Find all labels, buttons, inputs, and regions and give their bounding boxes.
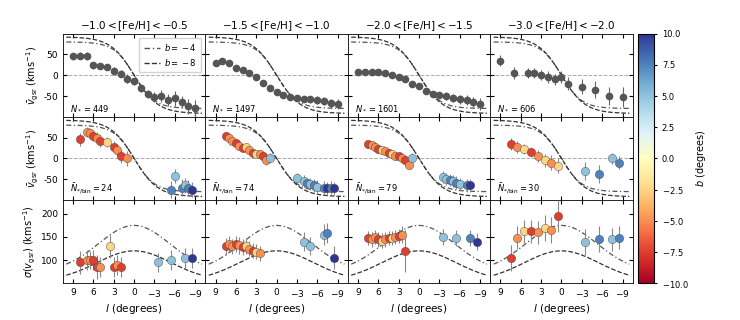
X-axis label: $l$ (degrees): $l$ (degrees)	[106, 302, 163, 316]
Text: $N_* = 1497$: $N_* = 1497$	[212, 103, 257, 113]
Text: $N_* = 1601$: $N_* = 1601$	[355, 103, 400, 113]
Title: $-1.0 < [\mathrm{Fe/H}] < -0.5$: $-1.0 < [\mathrm{Fe/H}] < -0.5$	[80, 20, 189, 33]
X-axis label: $l$ (degrees): $l$ (degrees)	[533, 302, 590, 316]
Text: $\bar{N}_{*/\mathrm{bin}} = 30$: $\bar{N}_{*/\mathrm{bin}} = 30$	[497, 181, 540, 196]
Text: $\bar{N}_{*/\mathrm{bin}} = 24$: $\bar{N}_{*/\mathrm{bin}} = 24$	[70, 181, 113, 196]
Y-axis label: $b$ (degrees): $b$ (degrees)	[694, 130, 708, 187]
Text: $N_* = 606$: $N_* = 606$	[497, 103, 536, 113]
Y-axis label: $\bar{v}_{\mathrm{gsr}}\;(\mathrm{kms}^{-1})$: $\bar{v}_{\mathrm{gsr}}\;(\mathrm{kms}^{…	[24, 46, 41, 105]
X-axis label: $l$ (degrees): $l$ (degrees)	[248, 302, 305, 316]
Text: $\bar{N}_{*/\mathrm{bin}} = 74$: $\bar{N}_{*/\mathrm{bin}} = 74$	[212, 181, 255, 196]
Title: $-2.0 < [\mathrm{Fe/H}] < -1.5$: $-2.0 < [\mathrm{Fe/H}] < -1.5$	[365, 20, 474, 33]
Legend: $b = -4$, $b = -8$: $b = -4$, $b = -8$	[139, 38, 201, 72]
Text: $N_* = 449$: $N_* = 449$	[70, 103, 110, 113]
X-axis label: $l$ (degrees): $l$ (degrees)	[391, 302, 448, 316]
Y-axis label: $\bar{v}_{\mathrm{gsr}}\;(\mathrm{kms}^{-1})$: $\bar{v}_{\mathrm{gsr}}\;(\mathrm{kms}^{…	[24, 129, 41, 188]
Y-axis label: $\sigma(v_{\mathrm{gsr}})\;(\mathrm{kms}^{-1})$: $\sigma(v_{\mathrm{gsr}})\;(\mathrm{kms}…	[21, 205, 38, 278]
Title: $-1.5 < [\mathrm{Fe/H}] < -1.0$: $-1.5 < [\mathrm{Fe/H}] < -1.0$	[222, 20, 331, 33]
Title: $-3.0 < [\mathrm{Fe/H}] < -2.0$: $-3.0 < [\mathrm{Fe/H}] < -2.0$	[507, 20, 616, 33]
Text: $\bar{N}_{*/\mathrm{bin}} = 79$: $\bar{N}_{*/\mathrm{bin}} = 79$	[355, 181, 398, 196]
